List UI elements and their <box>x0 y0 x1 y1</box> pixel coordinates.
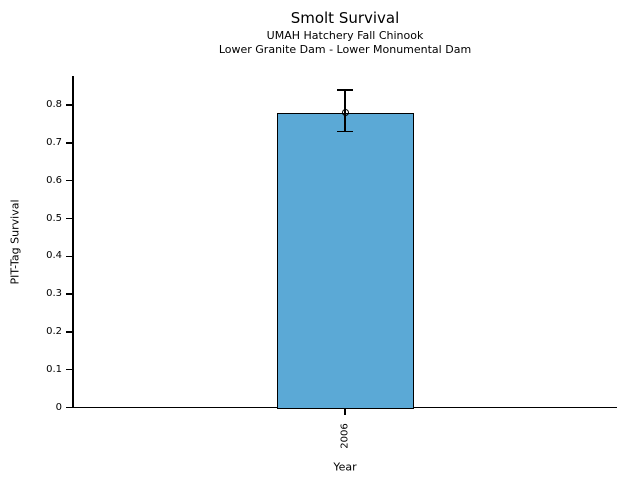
y-tick-mark <box>66 179 72 182</box>
chart-title: Smolt Survival <box>290 9 400 27</box>
y-tick-label: 0.3 <box>46 288 62 300</box>
y-tick-mark <box>66 406 72 409</box>
y-tick-label: 0 <box>55 401 62 413</box>
y-tick-mark <box>66 217 72 220</box>
mean-point-marker <box>341 109 349 117</box>
x-tick-mark <box>344 409 346 415</box>
y-tick-label: 0.4 <box>46 250 62 262</box>
y-tick-mark <box>66 142 72 144</box>
chart-subtitle-line1: UMAH Hatchery Fall Chinook <box>266 29 424 42</box>
y-tick-mark <box>66 104 72 106</box>
y-tick-label: 0.6 <box>46 174 62 186</box>
y-tick-label: 0.5 <box>46 212 62 224</box>
chart-subtitle-line2: Lower Granite Dam - Lower Monumental Dam <box>218 43 472 56</box>
y-tick-mark <box>66 331 72 333</box>
bar-2006 <box>276 112 414 409</box>
y-tick-mark <box>66 368 72 371</box>
y-axis-spine <box>72 76 74 408</box>
y-tick-label: 0.8 <box>46 99 62 111</box>
x-axis-label: Year <box>333 460 357 474</box>
y-tick-mark <box>66 255 72 258</box>
error-bar-cap-top <box>337 89 353 91</box>
y-tick-label: 0.1 <box>46 363 62 375</box>
x-tick-label-2006: 2006 <box>339 423 351 449</box>
y-axis-label: PIT-Tag Survival <box>8 199 22 285</box>
y-tick-label: 0.2 <box>46 325 62 337</box>
y-tick-mark <box>66 293 72 295</box>
y-tick-label: 0.7 <box>46 136 62 148</box>
error-bar-cap-bottom <box>337 130 353 133</box>
